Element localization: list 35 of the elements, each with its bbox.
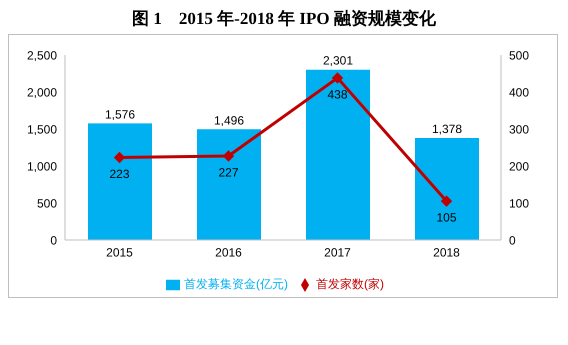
bar [306, 70, 370, 240]
data-label: 223 [109, 167, 130, 182]
point [223, 150, 234, 162]
y-tick-label: 2,000 [26, 85, 58, 100]
y2-tick-label: 500 [509, 48, 530, 62]
data-label: 438 [327, 87, 348, 102]
y-tick-label: 1,000 [26, 159, 58, 174]
point [441, 196, 452, 207]
y2-tick-label: 0 [509, 233, 516, 248]
data-label: 1,378 [432, 122, 462, 136]
y-tick-label: 500 [36, 196, 58, 210]
y-tick-label: 2,500 [26, 48, 58, 62]
y2-tick-label: 400 [509, 85, 530, 100]
y-tick-label: 0 [50, 233, 58, 248]
legend-label: 首发家数(家) [316, 277, 384, 291]
bar [415, 138, 479, 240]
legend-label: 首发募集资金(亿元) [184, 277, 288, 291]
data-label: 227 [218, 166, 239, 180]
data-label: 105 [436, 210, 457, 225]
y2-tick-label: 300 [509, 122, 530, 136]
y-tick-label: 1,500 [26, 122, 58, 136]
data-label: 1,496 [214, 113, 244, 128]
y2-tick-label: 100 [509, 196, 530, 210]
x-tick-label: 2016 [215, 246, 242, 260]
x-tick-label: 2018 [433, 246, 460, 260]
x-tick-label: 2015 [106, 246, 134, 260]
point [114, 152, 125, 163]
bar [88, 123, 152, 240]
y2-tick-label: 200 [509, 159, 530, 174]
data-label: 1,576 [104, 107, 136, 122]
bar [197, 129, 261, 240]
chart-title: 图 1 2015 年-2018 年 IPO 融资规模变化 [131, 8, 437, 30]
data-label: 2,301 [322, 54, 354, 68]
x-tick-label: 2017 [324, 246, 352, 260]
point [332, 72, 343, 84]
